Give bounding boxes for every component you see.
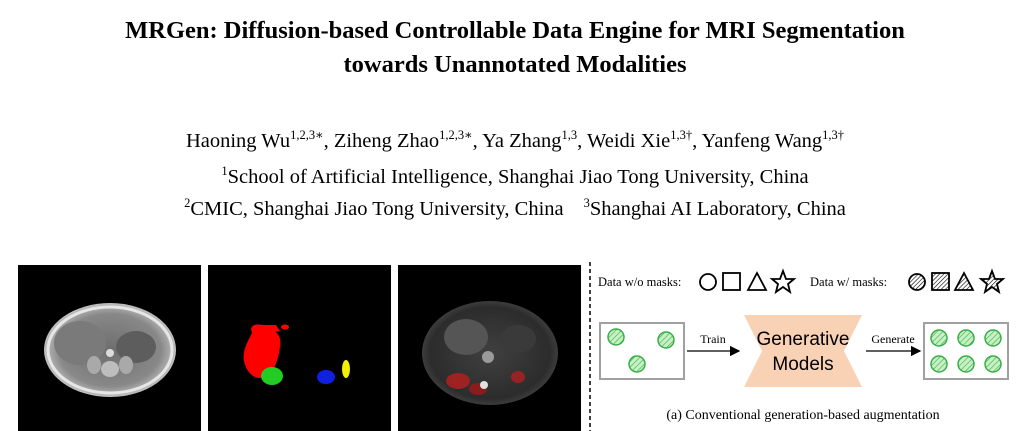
author-affiliation-marks: 1,3 <box>561 128 578 142</box>
affiliation-number: 1 <box>221 164 228 178</box>
stomach-region <box>116 331 156 363</box>
author-name: Weidi Xie <box>587 130 671 152</box>
aorta-region <box>106 349 114 357</box>
spleen-mask-yellow <box>342 360 350 378</box>
mri-scan-graphic <box>44 303 176 397</box>
title-line-2: towards Unannotated Modalities <box>343 51 687 78</box>
affiliation-line-1: 1School of Artificial Intelligence, Shan… <box>0 164 1030 190</box>
kidney-mask-blue <box>317 370 335 384</box>
hatched-circle-icon <box>908 273 926 291</box>
affiliation-text: CMIC, Shanghai Jiao Tong University, Chi… <box>190 198 564 220</box>
aorta-region <box>482 351 494 363</box>
liver-region <box>444 319 488 355</box>
author-name: Yanfeng Wang <box>701 130 823 152</box>
generated-circle-icon <box>957 329 975 347</box>
circle-shape-icon <box>699 273 717 291</box>
legend-without-masks-label: Data w/o masks: <box>598 275 681 289</box>
generative-models-label-line2: Models <box>772 354 833 375</box>
kidney-mask-green <box>261 367 283 385</box>
liver-mask <box>243 324 281 378</box>
affiliation-number: 2 <box>184 196 191 210</box>
legend-with-masks-label: Data w/ masks: <box>810 275 887 289</box>
author-name: Ya Zhang <box>482 130 562 152</box>
affiliation-number: 3 <box>583 196 590 210</box>
vertebra-highlight <box>480 381 488 389</box>
author-affiliation-marks: 1,2,3∗ <box>290 128 324 142</box>
mri-scan-image <box>18 265 201 431</box>
author-name: Ziheng Zhao <box>333 130 440 152</box>
hatched-square-icon <box>931 272 950 291</box>
author-affiliation-marks: 1,3† <box>822 128 845 142</box>
generated-circle-icon <box>984 355 1002 373</box>
augmentation-diagram: Data w/o masks: Data w/ masks: Train Gen… <box>586 258 1030 431</box>
sample-circle-icon <box>607 328 625 346</box>
generated-circle-icon <box>930 329 948 347</box>
stomach-region <box>500 325 536 353</box>
generated-mri-graphic <box>422 301 558 405</box>
triangle-shape-icon <box>746 271 768 291</box>
generative-models-label-line1: Generative <box>757 329 850 350</box>
square-shape-icon <box>722 272 741 291</box>
figure-caption: (a) Conventional generation-based augmen… <box>666 408 939 423</box>
spine-region <box>101 361 119 377</box>
body-fat-layer <box>46 305 174 395</box>
author-list: Haoning Wu1,2,3∗, Ziheng Zhao1,2,3∗, Ya … <box>185 128 845 152</box>
mask-graphic <box>243 324 350 385</box>
hatched-triangle-icon <box>953 271 975 291</box>
star-shape-icon <box>769 268 797 295</box>
sample-circle-icon <box>657 331 675 349</box>
title-line-1: MRGen: Diffusion-based Controllable Data… <box>125 17 905 44</box>
overlay-mask-red <box>511 371 525 383</box>
organ-mask-small <box>281 324 289 330</box>
generated-circle-icon <box>984 329 1002 347</box>
affiliation-text: School of Artificial Intelligence, Shang… <box>227 166 809 188</box>
affiliation-text: Shanghai AI Laboratory, China <box>589 198 846 220</box>
generated-mri-image <box>398 265 581 431</box>
augmentation-diagram-graphic: Data w/o masks: Data w/ masks: Train Gen… <box>589 262 1009 431</box>
hatched-star-icon <box>978 268 1006 295</box>
segmentation-mask-image <box>208 265 391 431</box>
train-label: Train <box>700 332 726 346</box>
author-affiliation-marks: 1,3† <box>670 128 693 142</box>
kidney-left <box>87 356 101 374</box>
affiliation-line-2: 2CMIC, Shanghai Jiao Tong University, Ch… <box>0 196 1030 222</box>
kidney-right <box>119 356 133 374</box>
overlay-mask-red <box>446 373 470 389</box>
generated-circle-icon <box>930 355 948 373</box>
generate-label: Generate <box>871 332 914 346</box>
paper-title: MRGen: Diffusion-based Controllable Data… <box>0 14 1030 82</box>
author-name: Haoning Wu <box>185 130 291 152</box>
liver-region <box>54 321 106 365</box>
generated-circle-icon <box>957 355 975 373</box>
liver-mask-tip <box>260 325 280 333</box>
generative-models-block <box>744 315 862 387</box>
author-affiliation-marks: 1,2,3∗ <box>439 128 473 142</box>
sample-circle-icon <box>628 355 646 373</box>
